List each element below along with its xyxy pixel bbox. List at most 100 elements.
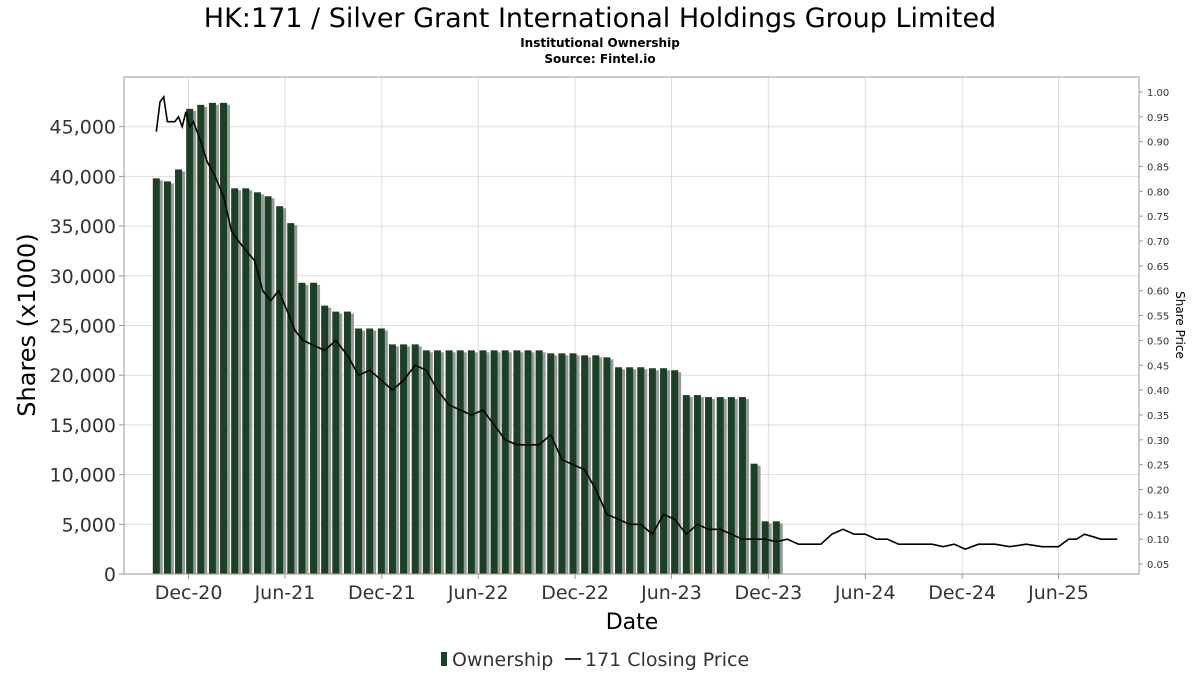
ownership-bar	[660, 368, 668, 574]
ownership-bar	[456, 350, 464, 574]
y-axis-ticks: 0 5,000 10,000 15,000 20,000 25,000 30,000 35,0…	[50, 117, 124, 586]
ownership-bar	[242, 188, 250, 574]
ownership-bar	[422, 350, 430, 574]
ownership-bar	[220, 102, 228, 575]
y2-axis-label: Share Price	[1173, 291, 1187, 359]
ownership-bar	[231, 188, 239, 574]
ownership-bar	[276, 206, 284, 574]
ownership-bar	[750, 463, 758, 574]
y2-tick-label: 0.55	[1147, 312, 1169, 323]
ownership-bar	[637, 367, 645, 574]
ownership-bar	[535, 350, 543, 574]
ownership-bar	[467, 350, 475, 574]
legend-ownership-label: Ownership	[452, 649, 553, 671]
ownership-bar	[626, 367, 634, 574]
legend-price-label: 171 Closing Price	[585, 649, 749, 671]
y2-tick-label: 0.20	[1147, 486, 1169, 497]
ownership-bar	[648, 368, 656, 574]
ownership-bar	[558, 353, 566, 574]
x-tick-label: Jun-25	[1027, 582, 1089, 604]
ownership-bar	[682, 395, 690, 574]
ownership-bar	[287, 223, 295, 575]
y2-axis-ticks: 0.05 0.10 0.15 0.20 0.25 0.30 0.35 0.40 0.45 0.50…	[1139, 88, 1169, 571]
y-tick-label: 45,000	[50, 117, 116, 139]
y2-tick-label: 0.65	[1147, 262, 1169, 273]
ownership-bar	[355, 328, 363, 574]
ownership-bar	[479, 350, 487, 574]
y-tick-label: 40,000	[50, 166, 116, 188]
ownership-bar	[761, 521, 769, 574]
ownership-bar	[490, 350, 498, 574]
ownership-bar	[377, 328, 385, 574]
y2-tick-label: 0.25	[1147, 461, 1169, 472]
ownership-bar	[343, 311, 351, 574]
ownership-bar	[603, 357, 611, 574]
y-tick-label: 5,000	[62, 514, 116, 536]
ownership-bar	[186, 108, 194, 575]
ownership-bar	[253, 192, 261, 574]
ownership-bar	[400, 344, 408, 574]
x-tick-label: Dec-23	[734, 582, 802, 604]
ownership-bar	[366, 328, 374, 574]
closing-price-line	[155, 94, 1118, 550]
y2-tick-label: 0.75	[1147, 212, 1169, 223]
ownership-bar	[513, 350, 521, 574]
ownership-bar	[321, 305, 329, 574]
ownership-bar	[716, 397, 724, 574]
y2-tick-label: 0.95	[1147, 113, 1169, 124]
y2-tick-label: 0.15	[1147, 510, 1169, 521]
chart-source: Source: Fintel.io	[544, 52, 655, 66]
legend: Ownership 171 Closing Price	[441, 649, 749, 671]
ownership-bar	[332, 311, 340, 574]
ownership-bar	[197, 104, 205, 574]
y2-tick-label: 0.50	[1147, 336, 1169, 347]
ownership-bar	[163, 181, 171, 574]
ownership-bar	[524, 350, 532, 574]
ownership-bar	[547, 353, 555, 574]
y2-tick-label: 0.45	[1147, 361, 1169, 372]
ownership-bar	[411, 344, 419, 574]
ownership-bar	[727, 397, 735, 574]
ownership-bar	[615, 367, 623, 574]
y-tick-label: 25,000	[50, 316, 116, 338]
y2-tick-label: 0.35	[1147, 411, 1169, 422]
y-tick-label: 0	[104, 564, 116, 586]
y2-tick-label: 0.60	[1147, 287, 1169, 298]
ownership-bar	[445, 350, 453, 574]
x-axis-label: Date	[606, 610, 659, 635]
ownership-bar	[738, 397, 746, 574]
y2-tick-label: 0.80	[1147, 187, 1169, 198]
ownership-bar	[592, 355, 600, 574]
x-axis-ticks: Dec-20 Jun-21 Dec-21 Jun-22 Dec-22 Jun-23 Dec-…	[155, 574, 1089, 604]
x-tick-label: Dec-21	[348, 582, 416, 604]
ownership-bar	[310, 282, 318, 574]
x-tick-label: Dec-22	[541, 582, 609, 604]
y-tick-label: 30,000	[50, 266, 116, 288]
ownership-bar	[433, 350, 441, 574]
ownership-bar	[388, 344, 396, 574]
ownership-bar	[264, 196, 272, 574]
ownership-bar	[175, 169, 183, 574]
y-tick-label: 20,000	[50, 365, 116, 387]
y2-tick-label: 0.05	[1147, 560, 1169, 571]
ownership-bar	[152, 178, 160, 574]
ownership-bar	[772, 521, 780, 574]
chart-title: HK:171 / Silver Grant International Hold…	[204, 3, 996, 34]
ownership-bar	[298, 282, 306, 574]
ownership-bar	[501, 350, 509, 574]
x-tick-label: Dec-24	[928, 582, 996, 604]
y-axis-label: Shares (x1000)	[13, 233, 41, 416]
x-tick-label: Dec-20	[155, 582, 223, 604]
ownership-bar	[671, 370, 679, 574]
ownership-bar	[693, 395, 701, 574]
y2-tick-label: 0.90	[1147, 138, 1169, 149]
ownership-bar	[581, 355, 589, 574]
y2-tick-label: 1.00	[1147, 88, 1169, 99]
ownership-bar	[569, 353, 577, 574]
y-tick-label: 10,000	[50, 465, 116, 487]
y2-tick-label: 0.85	[1147, 162, 1169, 173]
x-tick-label: Jun-21	[254, 582, 316, 604]
ownership-bar	[208, 102, 216, 575]
legend-bar-swatch	[441, 652, 447, 666]
y2-tick-label: 0.40	[1147, 386, 1169, 397]
